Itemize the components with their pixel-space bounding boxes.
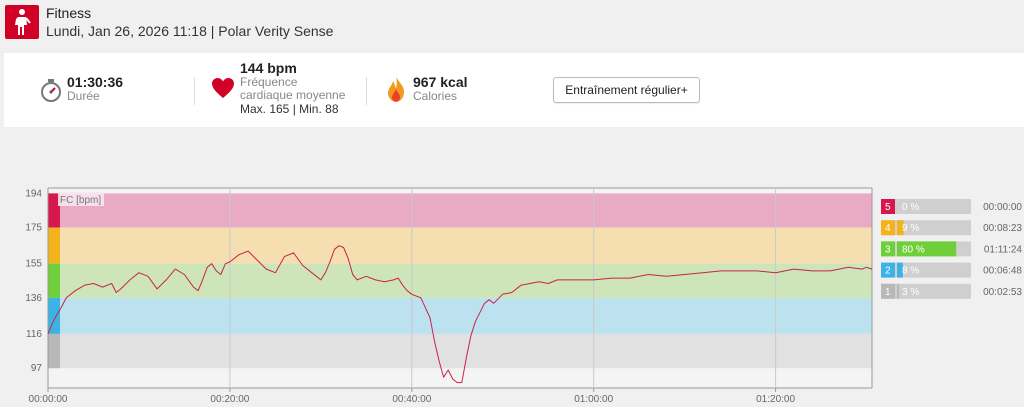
x-tick-label: 00:40:00 bbox=[392, 394, 431, 405]
divider bbox=[194, 77, 195, 105]
summary-panel: 01:30:36 Durée 144 bpm Fréquence cardiaq… bbox=[4, 53, 1024, 127]
zone-row-percent-bar-3 bbox=[897, 241, 957, 257]
zone-row-time: 00:08:23 bbox=[983, 223, 1022, 234]
zone-band-5 bbox=[48, 193, 872, 228]
y-tick-label: 155 bbox=[25, 259, 42, 270]
zone-row-marker-4 bbox=[881, 220, 895, 236]
zone-row-percent-bar-2 bbox=[897, 262, 903, 278]
y-tick-label: 175 bbox=[25, 223, 42, 234]
y-tick-label: 136 bbox=[25, 293, 42, 304]
zone-row-marker-3 bbox=[881, 241, 895, 257]
zone-row-bg-5 bbox=[881, 199, 971, 214]
x-tick-label: 01:00:00 bbox=[574, 394, 613, 405]
zone-band-3 bbox=[48, 263, 872, 298]
zone-band-1 bbox=[48, 333, 872, 369]
avg-hr-label-line1: Fréquence bbox=[240, 75, 298, 89]
zone-marker-2 bbox=[48, 297, 60, 334]
divider bbox=[366, 77, 367, 105]
zone-marker-1 bbox=[48, 333, 60, 369]
duration-label: Durée bbox=[67, 89, 100, 103]
calories-label: Calories bbox=[413, 89, 458, 103]
zone-row-percent-bar-1 bbox=[897, 283, 900, 299]
zone-row-percent-bar-4 bbox=[897, 220, 904, 236]
sport-name: Fitness bbox=[46, 5, 92, 21]
series-label: FC [bpm] bbox=[60, 195, 101, 206]
duration-value: 01:30:36 bbox=[67, 74, 124, 90]
zone-row-bg-1 bbox=[881, 283, 971, 299]
heart-icon bbox=[212, 78, 234, 98]
zone-marker-4 bbox=[48, 227, 60, 264]
zone-row-number: 5 bbox=[885, 202, 891, 213]
session-info: Lundi, Jan 26, 2026 11:18 | Polar Verity… bbox=[46, 23, 334, 39]
zone-row-percent: 3 % bbox=[902, 287, 919, 298]
y-tick-label: 97 bbox=[31, 363, 43, 374]
person-walking-icon bbox=[5, 5, 39, 39]
y-tick-label: 116 bbox=[26, 329, 42, 340]
zone-row-time: 01:11:24 bbox=[984, 244, 1023, 255]
zone-row-bg-2 bbox=[881, 262, 971, 278]
zone-row-time: 00:02:53 bbox=[983, 287, 1022, 298]
heart-rate-line bbox=[47, 245, 873, 384]
zone-row-number: 1 bbox=[885, 287, 891, 298]
flame-icon bbox=[388, 76, 404, 102]
zone-band-4 bbox=[48, 227, 872, 264]
series-label-bg bbox=[58, 192, 104, 206]
calories-value: 967 kcal bbox=[413, 74, 468, 90]
zone-row-number: 4 bbox=[885, 223, 891, 234]
zone-row-marker-5 bbox=[881, 199, 895, 214]
training-benefit-button[interactable]: Entraînement régulier+ bbox=[553, 77, 700, 103]
header: Fitness Lundi, Jan 26, 2026 11:18 | Pola… bbox=[0, 0, 1024, 46]
avg-hr-value: 144 bpm bbox=[240, 60, 297, 76]
stopwatch-icon bbox=[41, 79, 61, 102]
zone-marker-3 bbox=[48, 263, 60, 298]
zone-row-time: 00:00:00 bbox=[983, 202, 1022, 213]
zone-row-marker-1 bbox=[881, 283, 895, 299]
x-tick-label: 00:00:00 bbox=[29, 394, 68, 405]
x-tick-label: 00:20:00 bbox=[210, 394, 249, 405]
zone-band-2 bbox=[48, 297, 872, 334]
zone-row-number: 3 bbox=[885, 244, 891, 255]
zone-row-marker-2 bbox=[881, 262, 895, 278]
zone-row-percent: 9 % bbox=[902, 223, 919, 234]
zone-marker-5 bbox=[48, 193, 60, 228]
zone-row-percent: 8 % bbox=[902, 266, 919, 277]
zone-row-percent: 0 % bbox=[902, 202, 919, 213]
avg-hr-label-line2: cardiaque moyenne bbox=[240, 88, 346, 102]
y-tick-label: 194 bbox=[25, 188, 42, 199]
x-tick-label: 01:20:00 bbox=[756, 394, 795, 405]
hr-max-min: Max. 165 | Min. 88 bbox=[240, 102, 339, 116]
heart-rate-chart: 00:00:00 00:20:00 00:40:00 01:00:00 01:20:00… bbox=[25, 187, 1023, 405]
zone-row-number: 2 bbox=[885, 266, 891, 277]
zone-row-time: 00:06:48 bbox=[983, 266, 1022, 277]
zone-row-percent: 80 % bbox=[902, 244, 925, 255]
